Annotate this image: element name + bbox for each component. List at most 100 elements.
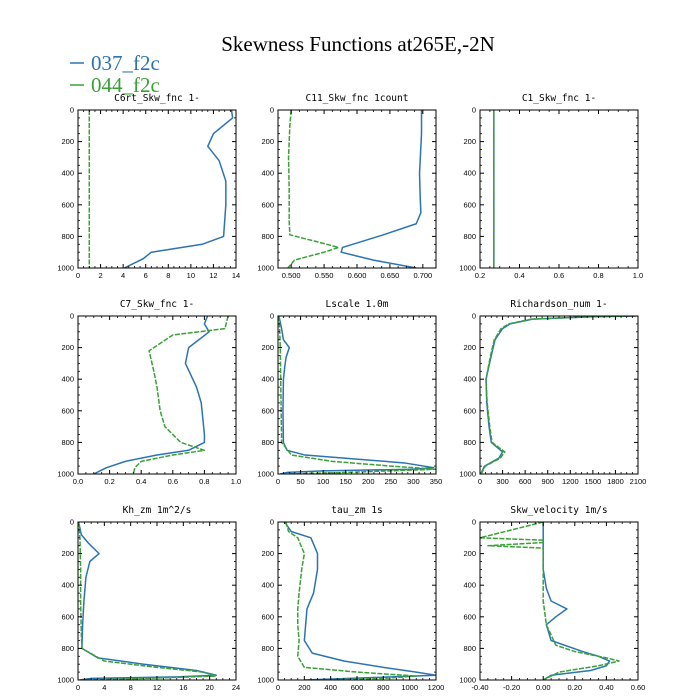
y-tick-label: 1000	[57, 676, 74, 685]
x-tick-label: 0.6	[168, 477, 178, 486]
x-tick-label: -0.40	[471, 683, 488, 692]
x-tick-label: 1000	[401, 683, 418, 692]
x-tick-label: 250	[385, 477, 398, 486]
y-tick-label: 600	[261, 612, 274, 621]
panel-title: Richardson_num 1-	[510, 299, 607, 310]
x-tick-label: 100	[317, 477, 330, 486]
figure-title: Skewness Functions at265E,-2N	[221, 32, 495, 56]
series-line-037_f2c	[340, 110, 423, 268]
x-tick-label: 10	[187, 271, 195, 280]
chart-panel: C6rt_Skw_fnc 1- 0 2 4 6 8 10 12 14 0 200 400 600 800 1…	[57, 93, 240, 280]
y-tick-label: 1000	[257, 264, 274, 273]
x-tick-label: 0.2	[104, 477, 114, 486]
y-tick-label: 0	[270, 312, 274, 321]
x-tick-label: 4	[102, 683, 106, 692]
chart-panel: C7_Skw_fnc 1- 0.0 0.2 0.4 0.6 0.8 1.0 0 200 400 60…	[57, 299, 241, 486]
series-line-044_f2c	[78, 522, 217, 680]
panel-title: Lscale 1.0m	[326, 299, 389, 310]
x-tick-label: 20	[205, 683, 213, 692]
series-line-037_f2c	[542, 522, 611, 680]
y-tick-label: 600	[61, 612, 74, 621]
y-tick-label: 200	[261, 137, 274, 146]
x-tick-label: 0	[76, 683, 80, 692]
y-tick-label: 200	[61, 343, 74, 352]
chart-panel: C11_Skw_fnc 1count 0.500 0.550 0.600 0.650 0.…	[257, 93, 437, 280]
chart-panel: Lscale 1.0m 0 50 100 150 200 250 300 350 0 200 400 6…	[257, 299, 442, 486]
series-line-037_f2c	[93, 316, 210, 474]
y-tick-label: 800	[61, 438, 74, 447]
legend-label: 044_f2c	[91, 73, 160, 97]
x-tick-label: 2	[98, 271, 102, 280]
chart-panel: tau_zm 1s 0 200 400 600 800 1000 1200 0 200 400 600…	[257, 505, 444, 692]
y-tick-label: 800	[261, 232, 274, 241]
x-tick-label: 0.700	[413, 271, 432, 280]
x-tick-label: 0.4	[136, 477, 146, 486]
series-line-044_f2c	[287, 110, 340, 268]
y-tick-label: 400	[61, 169, 74, 178]
y-tick-label: 600	[463, 406, 476, 415]
x-tick-label: 0	[478, 477, 482, 486]
x-tick-label: 16	[179, 683, 187, 692]
x-tick-label: 0.2	[475, 271, 485, 280]
series-line-044_f2c	[132, 316, 229, 474]
y-tick-label: 0	[270, 106, 274, 115]
x-tick-label: 0.20	[567, 683, 582, 692]
x-tick-label: 0.6	[554, 271, 564, 280]
x-tick-label: 150	[339, 477, 352, 486]
y-tick-label: 600	[61, 200, 74, 209]
x-tick-label: 24	[232, 683, 240, 692]
x-tick-label: 0.500	[282, 271, 301, 280]
x-tick-label: 600	[519, 477, 532, 486]
panel-title: Kh_zm 1m^2/s	[123, 505, 192, 516]
x-tick-label: 50	[296, 477, 304, 486]
x-tick-label: 1200	[562, 477, 579, 486]
y-tick-label: 200	[261, 549, 274, 558]
y-tick-label: 1000	[57, 264, 74, 273]
x-tick-label: 0.8	[593, 271, 603, 280]
y-tick-label: 600	[261, 200, 274, 209]
y-tick-label: 0	[270, 518, 274, 527]
x-tick-label: -0.20	[503, 683, 520, 692]
chart-panel: C1_Skw_fnc 1- 0.2 0.4 0.6 0.8 1.0 0 200 400 600 80…	[459, 93, 643, 280]
y-tick-label: 0	[70, 518, 74, 527]
y-tick-label: 600	[463, 612, 476, 621]
panel-title: C11_Skw_fnc 1count	[306, 93, 409, 104]
x-tick-label: 0.650	[381, 271, 400, 280]
x-tick-label: 0	[76, 271, 80, 280]
plot-frame	[277, 315, 437, 475]
y-tick-label: 800	[261, 438, 274, 447]
series-line-044_f2c	[278, 316, 436, 474]
x-tick-label: 12	[209, 271, 217, 280]
plot-frame	[77, 109, 237, 269]
y-tick-label: 400	[61, 581, 74, 590]
y-tick-label: 400	[463, 169, 476, 178]
x-tick-label: 0	[276, 477, 280, 486]
series-line-044_f2c	[480, 316, 637, 474]
panel-title: tau_zm 1s	[331, 505, 382, 516]
y-tick-label: 200	[463, 549, 476, 558]
y-tick-label: 400	[261, 375, 274, 384]
y-tick-label: 800	[463, 232, 476, 241]
x-tick-label: 0.60	[631, 683, 646, 692]
x-tick-label: 1.0	[633, 271, 643, 280]
y-tick-label: 800	[61, 644, 74, 653]
x-tick-label: 2100	[630, 477, 647, 486]
y-tick-label: 1000	[57, 470, 74, 479]
y-tick-label: 600	[61, 406, 74, 415]
x-tick-label: 400	[324, 683, 337, 692]
x-tick-label: 0.600	[348, 271, 367, 280]
x-tick-label: 0.0	[73, 477, 83, 486]
y-tick-label: 0	[70, 106, 74, 115]
panel-title: C7_Skw_fnc 1-	[120, 299, 194, 310]
y-tick-label: 600	[261, 406, 274, 415]
x-tick-label: 0.8	[199, 477, 209, 486]
x-tick-label: 8	[129, 683, 133, 692]
y-tick-label: 1000	[257, 676, 274, 685]
y-tick-label: 800	[261, 644, 274, 653]
legend-label: 037_f2c	[91, 51, 160, 75]
y-tick-label: 1000	[257, 470, 274, 479]
x-tick-label: 200	[362, 477, 375, 486]
plot-frame	[77, 521, 237, 681]
